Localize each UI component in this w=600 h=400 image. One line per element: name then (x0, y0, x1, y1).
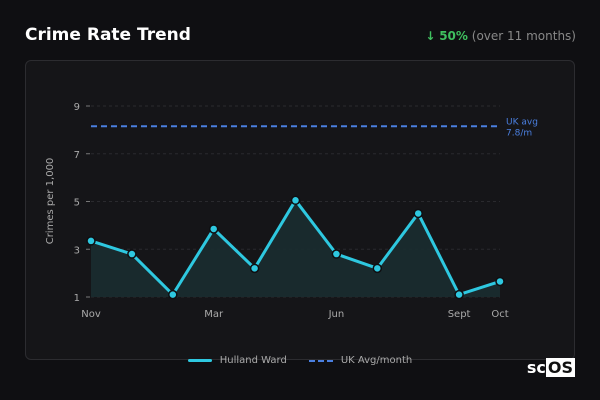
legend-swatch-line (187, 359, 212, 362)
x-tick-label: Oct (491, 309, 508, 320)
y-tick-label: 1 (74, 293, 80, 304)
y-tick-label: 9 (74, 102, 80, 113)
legend-label: Hulland Ward (219, 355, 287, 366)
down-arrow-icon: ↓ (425, 29, 436, 43)
data-point (495, 276, 505, 287)
uk-avg-annotation: 7.8/m (506, 128, 532, 138)
data-point (208, 224, 219, 234)
legend-item-uk-avg[interactable]: UK Avg/month (308, 355, 413, 366)
data-point (413, 208, 423, 219)
y-tick-label: 7 (74, 150, 80, 161)
legend-item-hulland[interactable]: Hulland Ward (187, 355, 287, 366)
data-point (168, 289, 178, 300)
uk-avg-annotation: UK avg (506, 117, 538, 127)
legend-swatch-dashed (308, 359, 333, 362)
scos-logo: sc OS (526, 358, 575, 377)
x-tick-label: Nov (81, 309, 101, 320)
change-stat: ↓ 50% (over 11 months) (425, 29, 576, 43)
y-axis-label: Crimes per 1,000 (45, 158, 56, 245)
data-point (372, 263, 383, 274)
x-tick-label: Mar (204, 309, 224, 320)
change-value: 50% (439, 29, 468, 43)
chart-title: Crime Rate Trend (25, 25, 191, 45)
x-tick-label: Jun (328, 309, 345, 320)
legend-label: UK Avg/month (340, 355, 413, 366)
y-tick-label: 5 (74, 198, 80, 209)
legend: Hulland Ward UK Avg/month (0, 355, 600, 366)
data-point (127, 249, 137, 259)
data-point (249, 263, 260, 274)
change-period: (over 11 months) (471, 29, 576, 43)
data-point (86, 236, 96, 246)
data-point (290, 195, 301, 206)
data-point (331, 249, 342, 259)
x-tick-label: Sept (448, 309, 471, 320)
data-point (454, 289, 464, 300)
y-tick-label: 3 (74, 245, 80, 256)
series-area (91, 200, 500, 297)
